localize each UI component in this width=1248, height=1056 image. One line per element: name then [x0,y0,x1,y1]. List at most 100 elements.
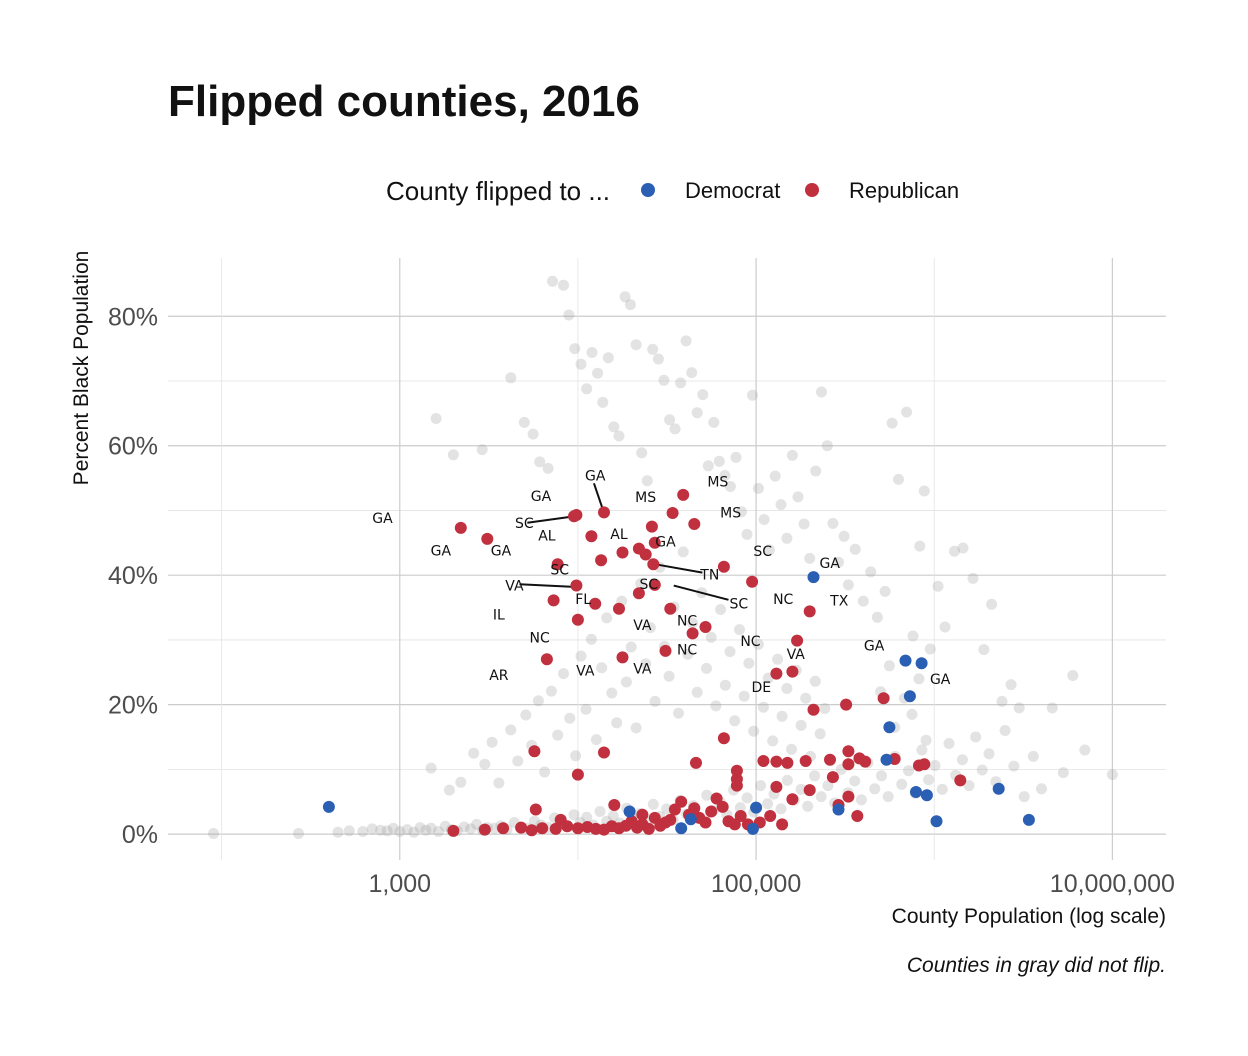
point-not-flipped [680,335,692,347]
point-republican [529,803,542,816]
point-not-flipped [967,572,979,584]
point-not-flipped [882,791,894,803]
point-republican [540,653,553,666]
state-label: MS [720,505,741,521]
point-republican [705,805,718,818]
point-republican [664,813,677,826]
point-not-flipped [658,374,670,386]
point-not-flipped [366,823,378,835]
point-not-flipped [914,540,926,552]
state-label: AL [610,527,628,543]
point-not-flipped [819,703,831,714]
point-not-flipped [775,803,787,815]
point-not-flipped [842,579,854,591]
point-not-flipped [569,343,581,355]
point-republican [515,821,528,834]
point-not-flipped [489,822,500,834]
point-republican [710,792,723,805]
point-not-flipped [833,556,844,568]
point-not-flipped [476,444,488,456]
point-not-flipped [447,449,459,461]
state-label: SC [550,562,569,578]
point-not-flipped [767,735,779,747]
point-not-flipped [996,695,1008,707]
point-not-flipped [343,825,355,837]
point-republican [786,793,799,806]
state-label: MS [635,490,656,506]
point-not-flipped [647,343,659,355]
point-democrat [930,815,943,828]
point-not-flipped [611,717,623,729]
state-label: NC [677,643,697,659]
point-not-flipped [752,482,764,494]
point-not-flipped [455,776,467,788]
point-republican [639,548,652,561]
point-democrat [684,813,697,826]
point-not-flipped [755,780,767,792]
point-republican [734,810,747,822]
point-not-flipped [701,789,713,801]
state-label: IL [493,608,505,624]
point-not-flipped [594,806,606,817]
state-label: GA [585,468,606,484]
point-not-flipped [710,700,722,712]
point-not-flipped [883,660,895,672]
point-not-flipped [957,542,969,554]
legend-title: County flipped to ... [386,176,610,206]
point-republican [595,554,608,567]
state-label: NC [530,630,550,646]
point-republican [528,745,541,758]
point-not-flipped [879,585,891,597]
point-not-flipped [724,481,736,492]
point-not-flipped [625,641,637,653]
state-label: AL [538,529,556,545]
point-not-flipped [581,811,593,823]
axis-tick-labels: 0% 20% 40% 60% 80% 1,000 100,000 10,000,000 [108,303,1175,898]
point-republican [571,613,584,626]
state-label: SC [639,577,658,593]
state-label: VA [787,647,806,663]
point-not-flipped [741,528,753,540]
point-republican [647,558,660,571]
point-not-flipped [907,630,919,642]
point-not-flipped [547,275,558,287]
point-republican [598,746,610,759]
point-republican [859,755,872,768]
point-not-flipped [479,758,491,770]
point-not-flipped [939,621,951,633]
y-tick-label: 80% [108,303,158,331]
point-not-flipped [518,416,530,428]
point-democrat [675,822,688,835]
point-not-flipped [619,291,631,303]
point-not-flipped [697,389,709,401]
state-label: NC [773,592,793,608]
point-not-flipped [644,622,656,634]
grid-lines [168,258,1166,860]
point-republican [842,790,855,803]
state-label: GA [431,544,452,560]
point-not-flipped [929,760,941,771]
point-republican [770,780,783,793]
state-label: VA [633,661,652,677]
point-not-flipped [465,823,477,835]
point-not-flipped [532,695,544,707]
point-not-flipped [713,455,725,467]
state-label: TX [829,593,849,609]
point-not-flipped [596,662,608,674]
point-republican [568,510,580,523]
point-not-flipped [675,377,687,389]
point-not-flipped [545,685,557,697]
point-democrat [920,789,933,802]
label-connector [527,515,575,524]
point-not-flipped [542,462,554,474]
point-republican [547,594,560,607]
point-republican [717,732,730,745]
point-republican [840,698,853,711]
point-not-flipped [809,770,821,782]
point-not-flipped [332,826,344,838]
x-axis-label: County Population (log scale) [892,905,1166,928]
point-republican [842,745,855,758]
state-label: GA [491,544,512,560]
point-republican [786,665,799,678]
point-republican [675,795,688,808]
